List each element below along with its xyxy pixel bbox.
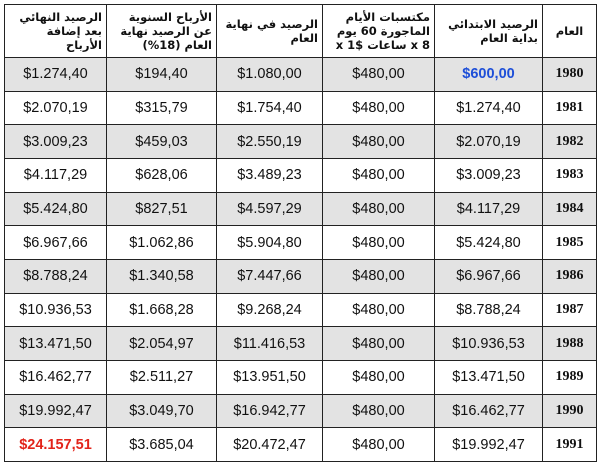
cell-earnings: $480,00 [322, 157, 435, 193]
cell-year: 1981 [542, 90, 597, 126]
cell-start-balance: $5.424,80 [434, 225, 543, 260]
cell-profit: $3.049,70 [106, 393, 217, 429]
cell-year: 1989 [542, 359, 597, 395]
cell-profit: $1.340,58 [106, 258, 217, 294]
cell-start-balance: $4.117,29 [434, 191, 543, 227]
cell-final-balance: $2.070,19 [4, 90, 107, 126]
cell-earnings: $480,00 [322, 57, 435, 92]
cell-end-balance: $1.080,00 [216, 57, 323, 92]
cell-start-balance: $1.274,40 [434, 90, 543, 126]
cell-final-balance: $5.424,80 [4, 191, 107, 227]
cell-final-balance: $10.936,53 [4, 292, 107, 328]
cell-year: 1986 [542, 258, 597, 294]
cell-final-balance: $1.274,40 [4, 57, 107, 92]
cell-end-balance: $11.416,53 [216, 326, 323, 361]
cell-start-balance: $19.992,47 [434, 427, 543, 462]
table-row: 1990 $16.462,77 $480,00 $16.942,77 $3.049,70… [4, 393, 597, 429]
cell-profit: $827,51 [106, 191, 217, 227]
table-row: 1984 $4.117,29 $480,00 $4.597,29 $827,51 $5.4… [4, 191, 597, 227]
cell-profit: $1.668,28 [106, 292, 217, 328]
table-row: 1982 $2.070,19 $480,00 $2.550,19 $459,03 $3.0… [4, 124, 597, 159]
table-row: 1981 $1.274,40 $480,00 $1.754,40 $315,79 $2.0… [4, 90, 597, 126]
header-start-balance: الرصيد الابتدائي بداية العام [434, 4, 543, 58]
cell-start-balance: $2.070,19 [434, 124, 543, 159]
header-year: العام [542, 4, 597, 58]
cell-earnings: $480,00 [322, 225, 435, 260]
cell-earnings: $480,00 [322, 258, 435, 294]
header-profit: الأرباح السنوية عن الرصيد نهاية العام (1… [106, 4, 217, 58]
table-row: 1980 $600,00 $480,00 $1.080,00 $194,40 $1.274… [4, 57, 597, 92]
cell-start-balance: $8.788,24 [434, 292, 543, 328]
cell-end-balance: $5.904,80 [216, 225, 323, 260]
cell-year: 1988 [542, 326, 597, 361]
cell-earnings: $480,00 [322, 292, 435, 328]
cell-final-balance: $24.157,51 [4, 427, 107, 462]
table-row: 1983 $3.009,23 $480,00 $3.489,23 $628,06 $4.1… [4, 157, 597, 193]
header-end-balance: الرصيد في نهاية العام [216, 4, 323, 58]
cell-profit: $2.511,27 [106, 359, 217, 395]
cell-year: 1983 [542, 157, 597, 193]
cell-earnings: $480,00 [322, 359, 435, 395]
cell-start-balance: $10.936,53 [434, 326, 543, 361]
cell-start-balance: $16.462,77 [434, 393, 543, 429]
table-row: 1985 $5.424,80 $480,00 $5.904,80 $1.062,86 $6… [4, 225, 597, 260]
table-row: 1991 $19.992,47 $480,00 $20.472,47 $3.685,04… [4, 427, 597, 462]
cell-final-balance: $6.967,66 [4, 225, 107, 260]
cell-earnings: $480,00 [322, 191, 435, 227]
savings-table: العام الرصيد الابتدائي بداية العام مكتسب… [4, 4, 597, 462]
cell-year: 1985 [542, 225, 597, 260]
table-row: 1988 $10.936,53 $480,00 $11.416,53 $2.054,97… [4, 326, 597, 361]
cell-end-balance: $4.597,29 [216, 191, 323, 227]
cell-profit: $3.685,04 [106, 427, 217, 462]
table-body: 1980 $600,00 $480,00 $1.080,00 $194,40 $1.274… [4, 57, 597, 462]
cell-start-balance: $6.967,66 [434, 258, 543, 294]
cell-end-balance: $7.447,66 [216, 258, 323, 294]
cell-final-balance: $3.009,23 [4, 124, 107, 159]
cell-year: 1982 [542, 124, 597, 159]
cell-end-balance: $20.472,47 [216, 427, 323, 462]
cell-profit: $315,79 [106, 90, 217, 126]
cell-year: 1980 [542, 57, 597, 92]
cell-final-balance: $16.462,77 [4, 359, 107, 395]
cell-end-balance: $16.942,77 [216, 393, 323, 429]
cell-earnings: $480,00 [322, 326, 435, 361]
cell-earnings: $480,00 [322, 90, 435, 126]
cell-final-balance: $8.788,24 [4, 258, 107, 294]
cell-year: 1990 [542, 393, 597, 429]
cell-end-balance: $2.550,19 [216, 124, 323, 159]
table-header: العام الرصيد الابتدائي بداية العام مكتسب… [4, 4, 597, 58]
cell-final-balance: $4.117,29 [4, 157, 107, 193]
cell-start-balance: $600,00 [434, 57, 543, 92]
cell-year: 1991 [542, 427, 597, 462]
cell-end-balance: $9.268,24 [216, 292, 323, 328]
cell-year: 1984 [542, 191, 597, 227]
cell-profit: $459,03 [106, 124, 217, 159]
cell-earnings: $480,00 [322, 393, 435, 429]
cell-start-balance: $3.009,23 [434, 157, 543, 193]
header-earnings: مكتسبات الأيام الماجورة 60 يوم x 8 ساعات… [322, 4, 435, 58]
cell-profit: $194,40 [106, 57, 217, 92]
cell-profit: $2.054,97 [106, 326, 217, 361]
cell-end-balance: $3.489,23 [216, 157, 323, 193]
cell-final-balance: $13.471,50 [4, 326, 107, 361]
cell-start-balance: $13.471,50 [434, 359, 543, 395]
table-row: 1989 $13.471,50 $480,00 $13.951,50 $2.511,27… [4, 359, 597, 395]
cell-end-balance: $13.951,50 [216, 359, 323, 395]
cell-earnings: $480,00 [322, 427, 435, 462]
table-row: 1987 $8.788,24 $480,00 $9.268,24 $1.668,28 $1… [4, 292, 597, 328]
cell-profit: $1.062,86 [106, 225, 217, 260]
header-final-balance: الرصيد النهائي بعد إضافة الأرباح [4, 4, 107, 58]
cell-end-balance: $1.754,40 [216, 90, 323, 126]
table-row: 1986 $6.967,66 $480,00 $7.447,66 $1.340,58 $8… [4, 258, 597, 294]
cell-final-balance: $19.992,47 [4, 393, 107, 429]
cell-profit: $628,06 [106, 157, 217, 193]
cell-year: 1987 [542, 292, 597, 328]
cell-earnings: $480,00 [322, 124, 435, 159]
